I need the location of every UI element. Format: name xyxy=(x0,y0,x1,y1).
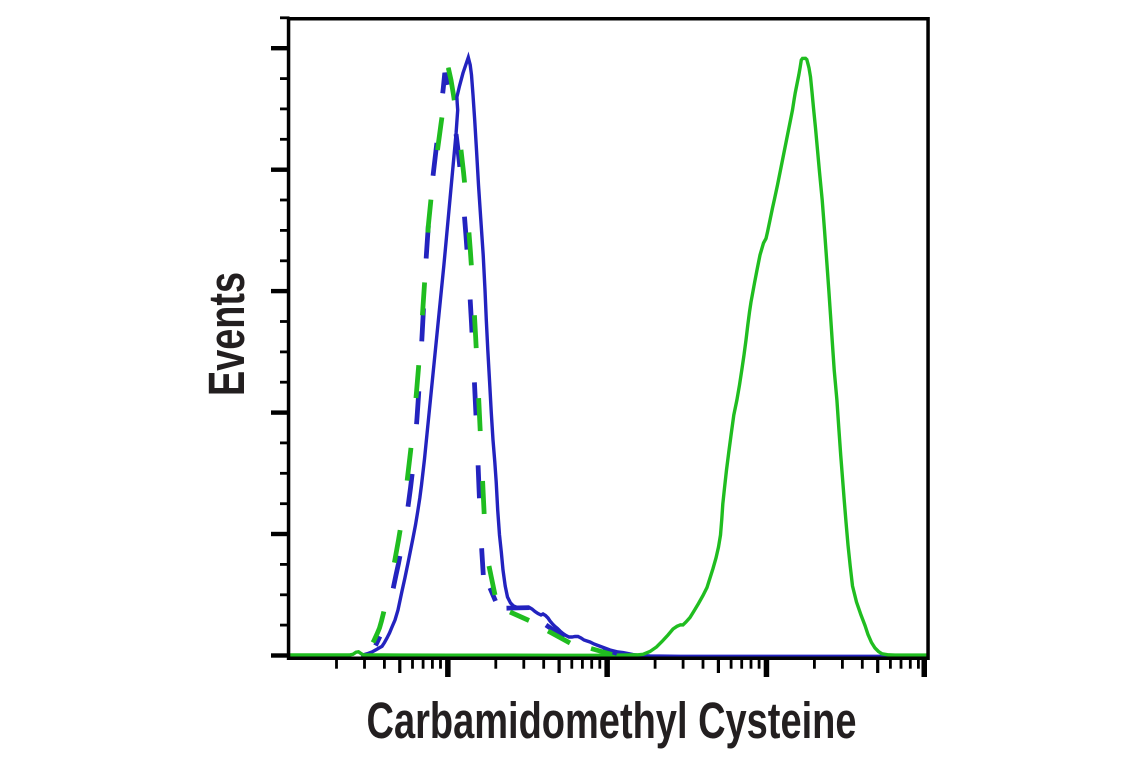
svg-text:Carbamidomethyl Cysteine: Carbamidomethyl Cysteine xyxy=(367,692,857,749)
svg-text:Events: Events xyxy=(198,272,255,396)
